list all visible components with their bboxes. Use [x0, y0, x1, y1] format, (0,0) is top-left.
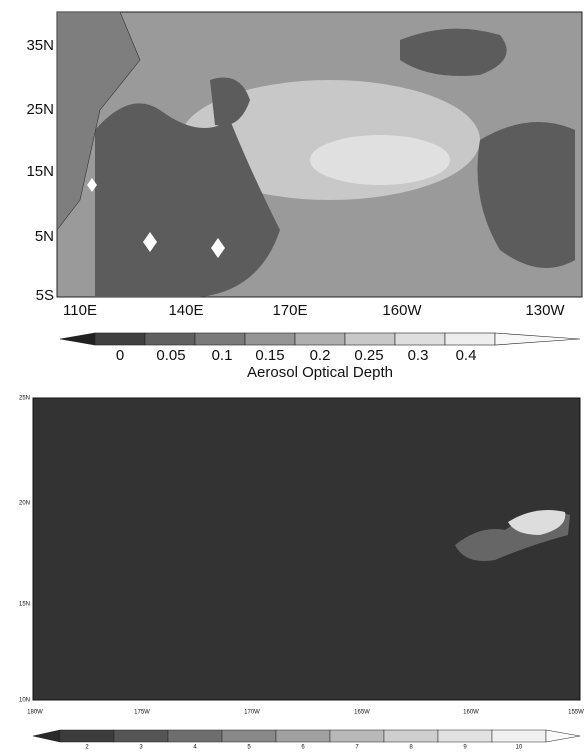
- colorbar: [59, 332, 581, 346]
- lon-label: 165W: [354, 710, 370, 716]
- lat-label: 10N: [19, 698, 30, 704]
- map-bottom: 25N 20N 15N 10N 180W 175W 170W 165W 160W…: [19, 396, 584, 751]
- lon-label: 130W: [525, 302, 565, 319]
- colorbar-label: 0.3: [408, 347, 429, 364]
- colorbar-label: 0.25: [354, 347, 383, 364]
- lat-label: 5S: [36, 287, 54, 304]
- aod-high-region: [400, 28, 507, 77]
- colorbar-label: 9: [463, 745, 467, 751]
- lon-label: 155W: [568, 710, 584, 716]
- aod-high-region: [210, 77, 250, 126]
- aod-high-region: [95, 103, 280, 297]
- lat-label: 25N: [26, 101, 54, 118]
- aod-lowest-region: [310, 135, 450, 185]
- lat-label: 15N: [19, 602, 30, 608]
- lon-label: 175W: [134, 710, 150, 716]
- colorbar-label: 2: [85, 745, 89, 751]
- colorbar-label: 0.4: [456, 347, 477, 364]
- lon-label: 160W: [382, 302, 422, 319]
- colorbar-label: 0: [116, 347, 124, 364]
- aod-high-region: [477, 122, 575, 268]
- colorbar-label: 10: [516, 745, 523, 751]
- colorbar-label: 0.05: [156, 347, 185, 364]
- lon-label: 160W: [463, 710, 479, 716]
- colorbar-label: 8: [409, 745, 413, 751]
- marker: [211, 238, 225, 258]
- lon-label: 140E: [168, 302, 203, 319]
- colorbar-label: 5: [247, 745, 251, 751]
- colorbar-label: 0.2: [310, 347, 331, 364]
- colorbar-label: 4: [193, 745, 197, 751]
- colorbar-label: 7: [355, 745, 359, 751]
- colorbar: [32, 729, 581, 743]
- land-asia: [56, 11, 141, 231]
- lon-label: 110E: [63, 302, 97, 319]
- lat-label: 15N: [26, 163, 54, 180]
- plume-core: [508, 509, 566, 535]
- colorbar-title: Aerosol Optical Depth: [247, 364, 393, 381]
- map-top: 35N 25N 15N 5N 5S 110E 140E 170E 160W 13…: [26, 11, 583, 381]
- lon-label: 170E: [272, 302, 307, 319]
- colorbar-label: 0.15: [255, 347, 284, 364]
- lon-label: 180W: [27, 710, 43, 716]
- colorbar-label: 3: [139, 745, 143, 751]
- colorbar-label: 6: [301, 745, 305, 751]
- colorbar-label: 0.1: [212, 347, 233, 364]
- marker: [87, 178, 97, 192]
- map-frame: [32, 397, 581, 701]
- lat-label: 20N: [19, 501, 30, 507]
- lon-label: 170W: [244, 710, 260, 716]
- lat-label: 25N: [19, 396, 30, 402]
- marker: [143, 232, 157, 252]
- lat-label: 5N: [35, 228, 54, 245]
- lat-label: 35N: [26, 37, 54, 54]
